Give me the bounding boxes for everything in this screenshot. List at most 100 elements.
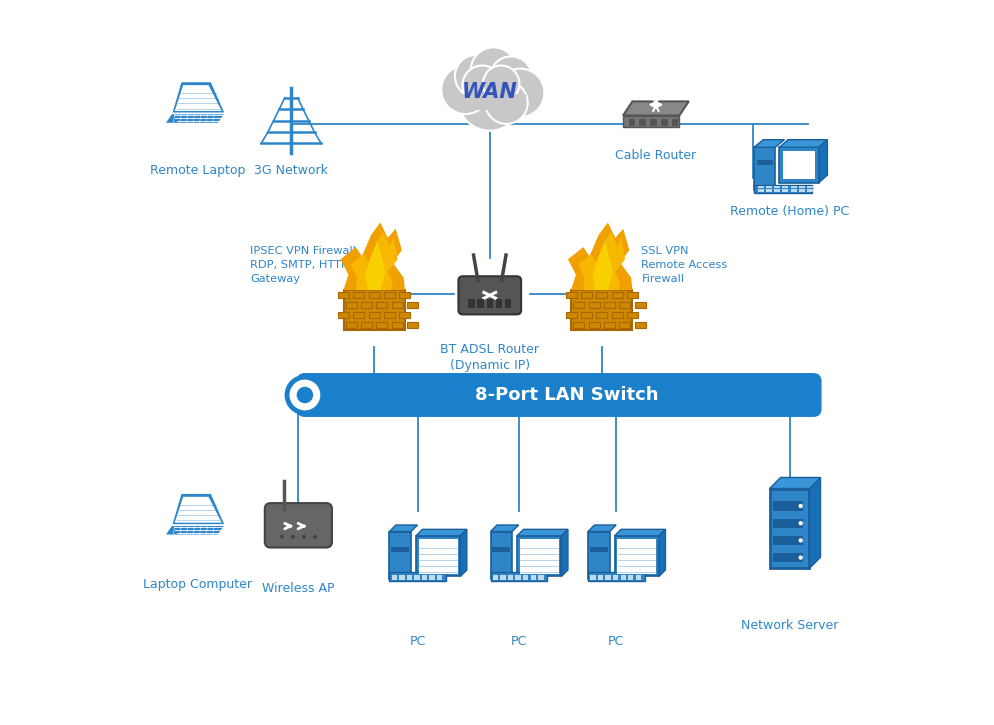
Bar (790, 189, 796, 192)
Bar (790, 186, 796, 188)
Bar (619, 302, 630, 308)
FancyBboxPatch shape (458, 276, 521, 315)
Polygon shape (175, 497, 222, 523)
Bar (392, 302, 403, 308)
Bar (407, 575, 413, 580)
Polygon shape (490, 525, 519, 531)
Polygon shape (341, 223, 405, 290)
Circle shape (483, 65, 519, 102)
Circle shape (496, 69, 545, 117)
Circle shape (798, 555, 803, 560)
Circle shape (798, 521, 803, 526)
Bar (588, 322, 599, 328)
Bar (408, 302, 418, 308)
Bar (597, 575, 603, 580)
Bar (493, 575, 498, 580)
Bar (589, 547, 608, 552)
Polygon shape (754, 185, 812, 193)
Text: Cable Router: Cable Router (615, 149, 697, 162)
Bar (766, 186, 772, 188)
Bar (772, 553, 803, 562)
Polygon shape (365, 241, 386, 290)
Bar (574, 302, 584, 308)
Circle shape (287, 377, 323, 413)
Bar (574, 322, 584, 328)
Bar (344, 290, 405, 330)
Text: PC: PC (511, 635, 527, 647)
Polygon shape (779, 147, 819, 183)
Circle shape (279, 535, 283, 539)
Bar (468, 299, 475, 307)
Bar (508, 575, 513, 580)
Polygon shape (779, 140, 827, 147)
Bar (384, 292, 395, 298)
Text: WAN: WAN (462, 82, 518, 102)
Bar (486, 299, 493, 307)
Bar (766, 189, 772, 192)
Bar (634, 302, 645, 308)
Bar (391, 547, 410, 552)
Polygon shape (819, 140, 827, 183)
Bar (588, 531, 609, 579)
Bar (490, 531, 512, 579)
Bar (500, 575, 506, 580)
Bar (414, 575, 419, 580)
Bar (782, 186, 788, 188)
Bar (421, 575, 427, 580)
Bar (369, 292, 380, 298)
Bar (580, 292, 591, 298)
Bar (520, 539, 559, 573)
Bar (650, 119, 657, 126)
Bar (361, 302, 372, 308)
Polygon shape (809, 478, 820, 568)
Bar (590, 575, 595, 580)
Polygon shape (164, 525, 226, 535)
Bar (437, 575, 442, 580)
Text: Wireless AP: Wireless AP (262, 582, 335, 595)
Bar (774, 189, 780, 192)
Bar (672, 119, 679, 126)
Polygon shape (614, 529, 665, 536)
Bar (596, 292, 607, 298)
Bar (772, 536, 803, 545)
Polygon shape (592, 241, 612, 290)
Bar (604, 302, 615, 308)
Bar (338, 312, 349, 318)
Bar (390, 571, 446, 581)
Text: PC: PC (410, 635, 425, 647)
Polygon shape (562, 529, 568, 576)
Bar (758, 186, 764, 188)
Bar (566, 292, 577, 298)
Circle shape (462, 65, 502, 105)
Circle shape (485, 81, 528, 124)
Bar (798, 186, 805, 188)
Bar (496, 299, 502, 307)
Circle shape (471, 47, 516, 93)
Bar (769, 489, 809, 568)
Bar (458, 94, 526, 110)
Bar (661, 119, 668, 126)
Polygon shape (460, 529, 467, 576)
Circle shape (455, 55, 497, 97)
Bar (605, 575, 610, 580)
Circle shape (296, 386, 313, 403)
Bar (390, 531, 412, 579)
Polygon shape (659, 529, 665, 576)
Polygon shape (783, 151, 815, 179)
Polygon shape (754, 147, 775, 190)
Bar (758, 189, 764, 192)
Bar (807, 186, 813, 188)
Bar (429, 575, 435, 580)
Polygon shape (754, 140, 784, 147)
Bar (346, 322, 357, 328)
Bar (505, 299, 511, 307)
Text: Laptop Computer: Laptop Computer (143, 578, 251, 591)
Bar (523, 575, 529, 580)
Bar (639, 119, 646, 126)
Bar (338, 292, 349, 298)
Bar (516, 575, 521, 580)
Polygon shape (517, 529, 568, 536)
Polygon shape (351, 232, 398, 290)
Bar (636, 575, 641, 580)
Bar (408, 322, 418, 328)
